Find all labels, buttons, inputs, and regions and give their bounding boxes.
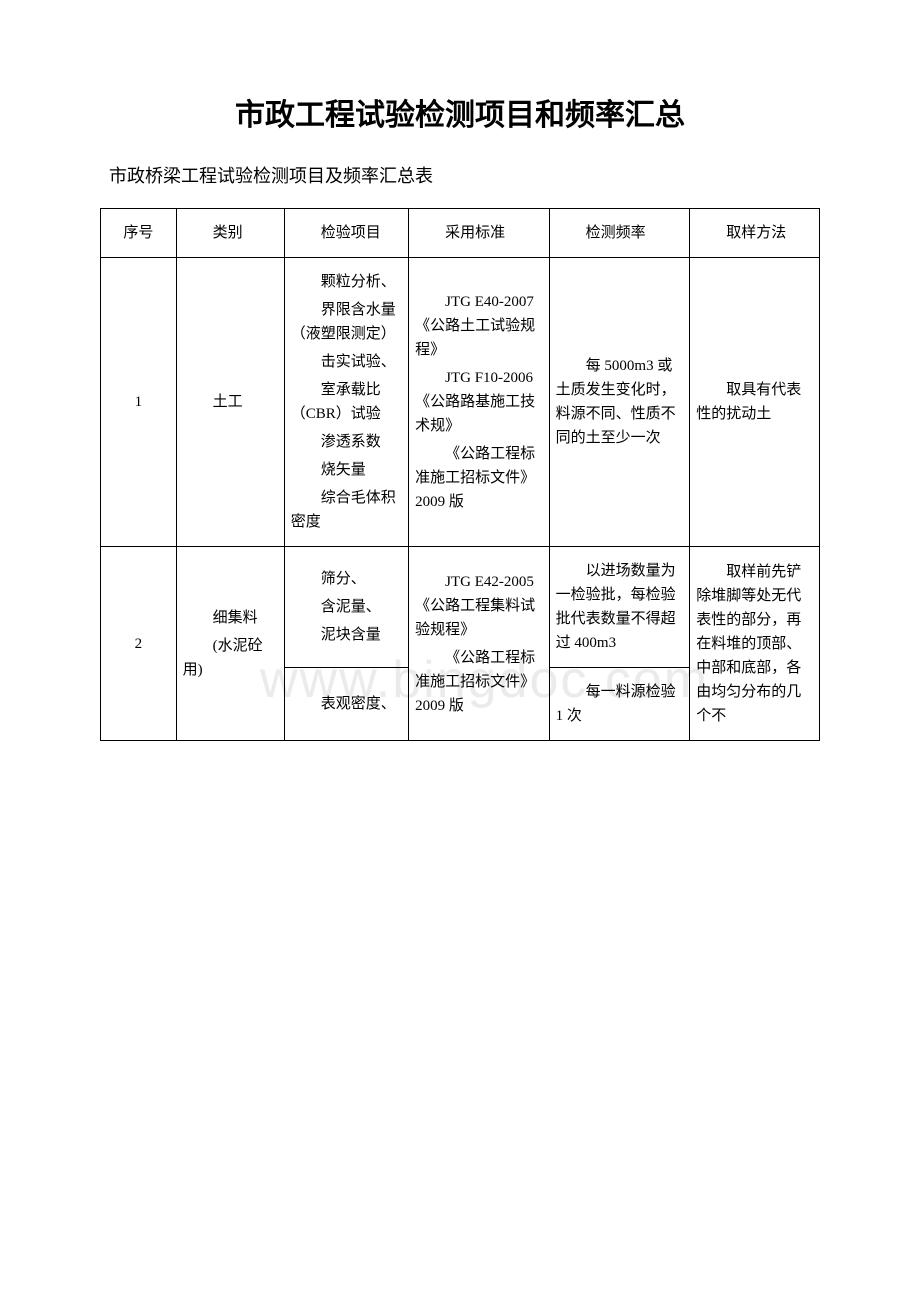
header-test: 检验项目 bbox=[284, 209, 408, 258]
table-row: 2 细集料 (水泥砼用) 筛分、 含泥量、 泥块含量 JTG E42-2005《… bbox=[101, 547, 820, 668]
cell-test-items: 表观密度、 bbox=[284, 668, 408, 741]
table-row: 1 土工 颗粒分析、 界限含水量（液塑限测定） 击实试验、 室承载比（CBR）试… bbox=[101, 258, 820, 547]
cell-standards: JTG E42-2005《公路工程集料试验规程》 《公路工程标准施工招标文件》2… bbox=[409, 547, 550, 741]
cell-frequency: 以进场数量为一检验批，每检验批代表数量不得超过 400m3 bbox=[549, 547, 690, 668]
inspection-table: 序号 类别 检验项目 采用标准 检测频率 取样方法 1 土工 bbox=[100, 208, 820, 741]
cell-frequency: 每 5000m3 或土质发生变化时，料源不同、性质不同的土至少一次 bbox=[549, 258, 690, 547]
table-header-row: 序号 类别 检验项目 采用标准 检测频率 取样方法 bbox=[101, 209, 820, 258]
header-sampling: 取样方法 bbox=[690, 209, 820, 258]
cell-num: 1 bbox=[101, 258, 177, 547]
header-category: 类别 bbox=[176, 209, 284, 258]
page-title: 市政工程试验检测项目和频率汇总 bbox=[100, 90, 820, 134]
cell-sampling: 取样前先铲除堆脚等处无代表性的部分，再在料堆的顶部、中部和底部，各由均匀分布的几… bbox=[690, 547, 820, 741]
cell-standards: JTG E40-2007《公路土工试验规程》 JTG F10-2006《公路路基… bbox=[409, 258, 550, 547]
cell-num: 2 bbox=[101, 547, 177, 741]
header-standard: 采用标准 bbox=[409, 209, 550, 258]
header-frequency: 检测频率 bbox=[549, 209, 690, 258]
cell-category: 细集料 (水泥砼用) bbox=[176, 547, 284, 741]
cell-category: 土工 bbox=[176, 258, 284, 547]
cell-test-items: 筛分、 含泥量、 泥块含量 bbox=[284, 547, 408, 668]
cell-frequency: 每一料源检验 1 次 bbox=[549, 668, 690, 741]
cell-test-items: 颗粒分析、 界限含水量（液塑限测定） 击实试验、 室承载比（CBR）试验 渗透系… bbox=[284, 258, 408, 547]
document-content: 市政工程试验检测项目和频率汇总 市政桥梁工程试验检测项目及频率汇总表 序号 类别… bbox=[100, 90, 820, 741]
header-seq: 序号 bbox=[101, 209, 177, 258]
subtitle: 市政桥梁工程试验检测项目及频率汇总表 bbox=[100, 162, 820, 188]
cell-sampling: 取具有代表性的扰动土 bbox=[690, 258, 820, 547]
